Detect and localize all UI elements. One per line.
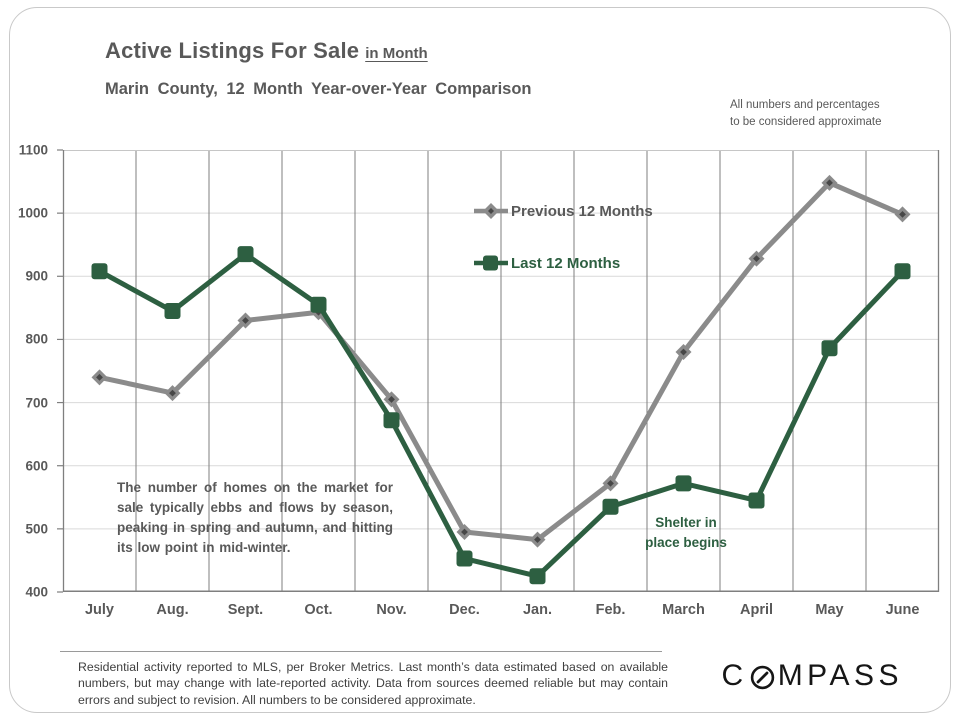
y-tick-label: 400 <box>25 584 48 600</box>
approximate-note: All numbers and percentages to be consid… <box>730 99 882 129</box>
y-tick-label: 1000 <box>17 205 48 221</box>
x-tick-label: June <box>885 602 920 618</box>
y-axis-labels: 400 500 600 700 800 900 1000 1100 <box>0 143 54 600</box>
legend-item-last-12-months: Last 12 Months <box>473 252 653 274</box>
compass-logo-rest: MPASS <box>777 659 903 692</box>
x-tick-label: Aug. <box>156 602 189 618</box>
y-tick-label: 1100 <box>18 142 48 158</box>
y-tick-label: 700 <box>25 395 48 411</box>
x-tick-label: Jan. <box>522 602 552 618</box>
x-tick-label: Dec. <box>449 602 480 618</box>
square-marker-icon <box>474 255 508 271</box>
chart-legend: Previous 12 Months Last 12 Months <box>473 200 653 304</box>
x-axis-labels: July Aug. Sept. Oct. Nov. Dec. Jan. Feb. March Ap… <box>63 602 939 618</box>
x-tick-label: July <box>84 602 114 618</box>
legend-label-last: Last 12 Months <box>511 254 621 272</box>
diamond-marker-icon <box>474 203 508 219</box>
page-subtitle: Marin County, 12 Month Year-over-Year Co… <box>105 80 532 98</box>
shelter-in-place-annotation: Shelter in place begins <box>645 515 727 550</box>
x-tick-label: Oct. <box>304 602 333 618</box>
x-tick-label: Sept. <box>227 602 264 618</box>
line-chart <box>57 149 940 593</box>
x-tick-label: May <box>815 602 844 618</box>
compass-logo-c: C <box>721 659 748 692</box>
x-tick-label: March <box>662 602 705 618</box>
compass-logo: C MPASS <box>722 656 903 696</box>
y-tick-label: 900 <box>25 268 48 284</box>
chart-plot-area: Previous 12 Months Last 12 Months <box>57 149 940 593</box>
page-title-suffix: in Month <box>365 45 428 62</box>
title-block: Active Listings For Sale in Month <box>105 38 428 64</box>
legend-item-previous-12-months: Previous 12 Months <box>473 200 653 222</box>
y-tick-label: 800 <box>25 331 48 347</box>
footer-disclaimer: Residential activity reported to MLS, pe… <box>78 660 668 707</box>
x-tick-label: Feb. <box>595 602 626 618</box>
legend-label-previous: Previous 12 Months <box>511 202 653 220</box>
footer-divider <box>60 651 662 652</box>
y-tick-label: 600 <box>25 458 48 474</box>
page-title: Active Listings For Sale <box>105 38 360 63</box>
y-tick-label: 500 <box>25 521 48 537</box>
x-tick-label: Nov. <box>376 602 407 618</box>
x-tick-label: April <box>739 602 774 618</box>
compass-o-icon <box>749 663 776 690</box>
seasonality-annotation: The number of homes on the market for sa… <box>117 480 393 555</box>
